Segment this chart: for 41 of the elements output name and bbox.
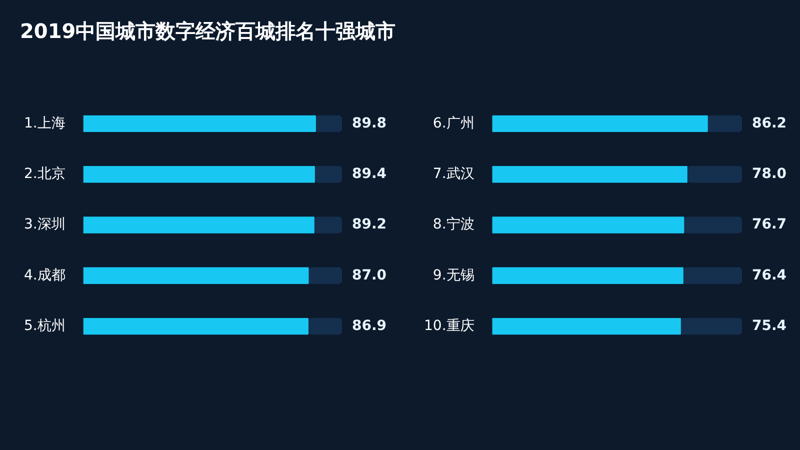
data-label: 86.9	[352, 318, 387, 334]
bar	[308, 267, 342, 284]
bar	[686, 166, 742, 183]
y-tick-label: 10.重庆	[424, 318, 474, 334]
bar	[492, 267, 684, 284]
bar	[314, 216, 342, 234]
bar	[680, 318, 742, 335]
bar	[683, 216, 742, 234]
bar	[492, 216, 684, 234]
y-tick-label: 1.上海	[24, 115, 66, 132]
data-label: 75.4	[752, 318, 787, 334]
bar	[83, 267, 309, 284]
bar	[682, 267, 742, 284]
bar	[492, 115, 708, 132]
data-label: 76.7	[752, 216, 787, 233]
data-label: 89.8	[352, 115, 387, 132]
bar	[492, 318, 681, 335]
y-tick-label: 7.武汉	[432, 166, 474, 182]
data-label: 89.2	[352, 216, 387, 233]
bar	[308, 318, 342, 335]
bar	[83, 318, 308, 335]
data-label: 89.4	[352, 166, 387, 182]
y-tick-label: 3.深圳	[24, 216, 66, 233]
chart-title: 2019中国城市数字经济百城排名十强城市	[20, 18, 396, 45]
bar	[314, 166, 342, 183]
bar	[707, 115, 742, 132]
y-tick-label: 9.无锡	[432, 267, 474, 284]
y-tick-label: 8.宁波	[432, 216, 474, 233]
bar	[83, 115, 316, 132]
bar	[315, 115, 342, 132]
y-tick-label: 2.北京	[24, 166, 66, 182]
bar	[83, 216, 314, 234]
bar	[492, 166, 688, 183]
y-tick-label: 4.成都	[24, 267, 66, 284]
data-label: 86.2	[752, 115, 787, 132]
data-label: 87.0	[352, 267, 387, 284]
bar	[83, 166, 315, 183]
y-tick-label: 5.杭州	[24, 318, 66, 334]
y-tick-label: 6.广州	[432, 115, 474, 132]
data-label: 76.4	[752, 267, 787, 284]
data-label: 78.0	[752, 166, 787, 182]
